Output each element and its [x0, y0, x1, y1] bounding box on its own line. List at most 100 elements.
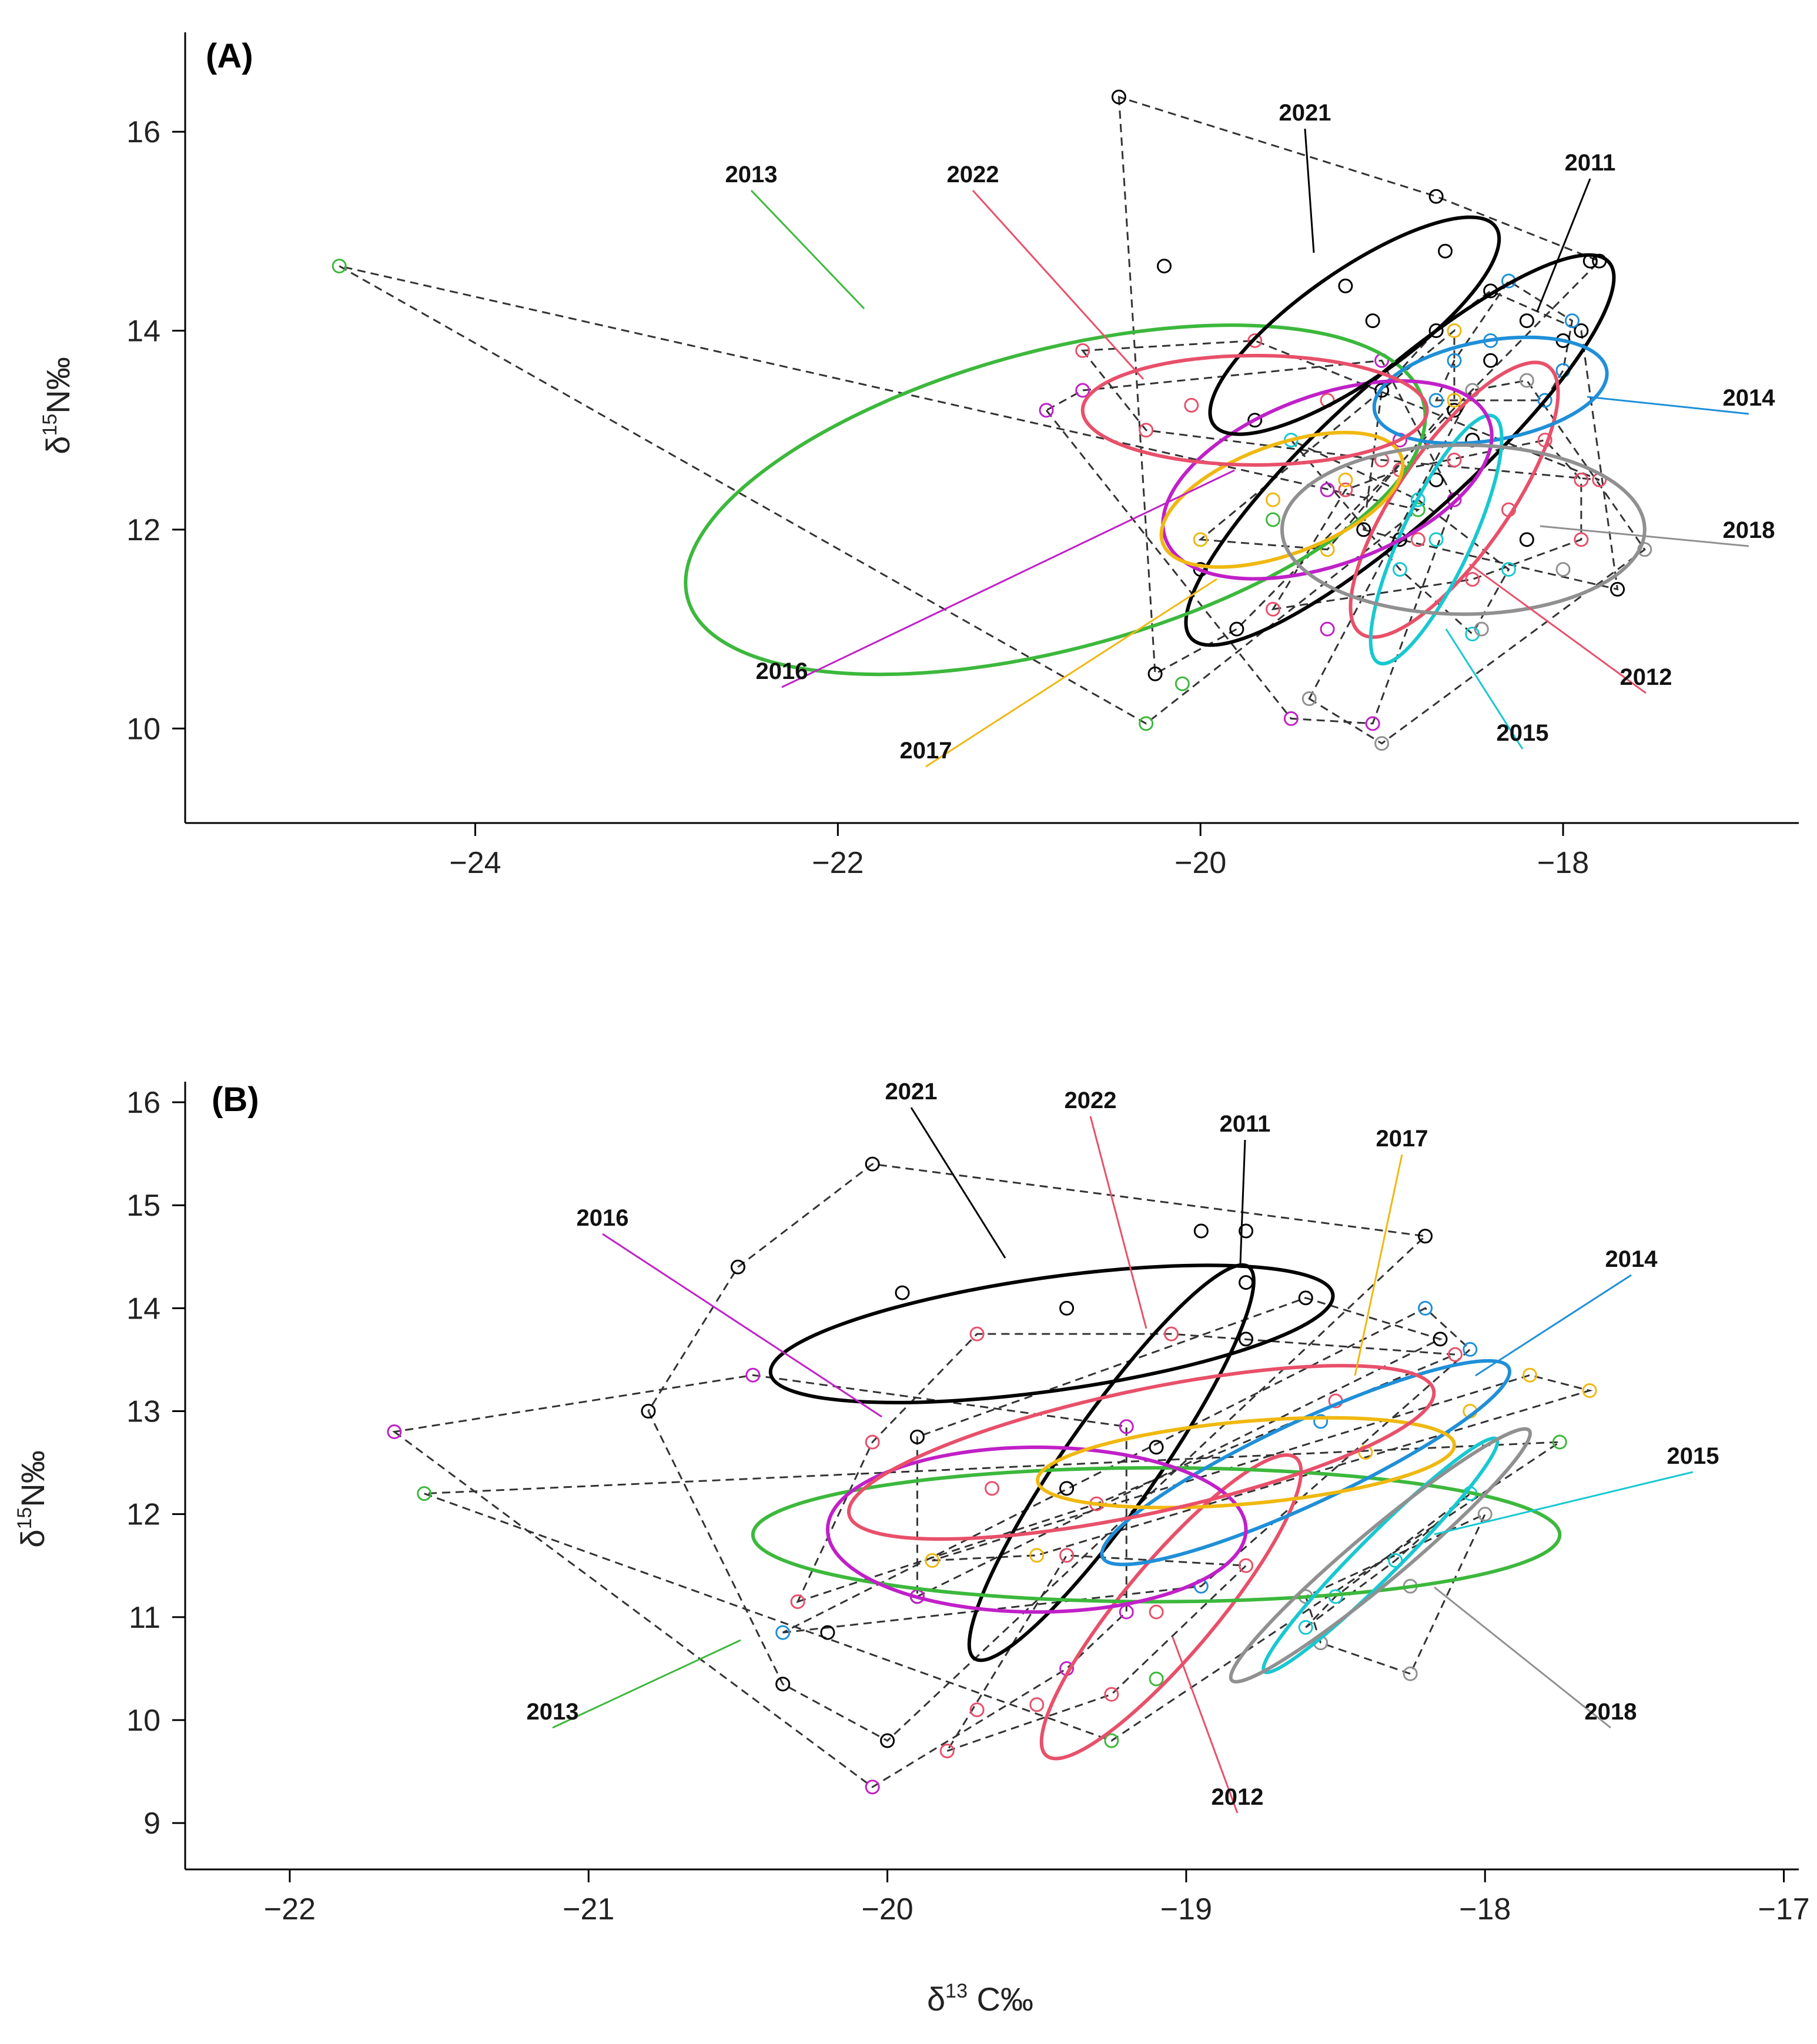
- x-tick-label: −20: [1174, 846, 1226, 880]
- ellipse-2021: [768, 1263, 1335, 1404]
- point-2012: [1239, 1558, 1254, 1573]
- hull-2011: [916, 1297, 1443, 1598]
- point-2011: [1356, 522, 1371, 537]
- hull-2018: [1304, 1512, 1487, 1675]
- point-2015: [1428, 532, 1444, 547]
- point-2017: [1266, 492, 1281, 507]
- ellipse-2012: [1348, 360, 1560, 639]
- point-2021: [820, 1625, 835, 1640]
- leader-line-2021: [1304, 128, 1315, 253]
- point-2021: [1365, 313, 1380, 329]
- hull-2013: [339, 265, 1420, 725]
- point-2011: [1239, 1332, 1254, 1347]
- y-tick-label: 16: [126, 1086, 160, 1120]
- year-label-2016: 2016: [577, 1205, 629, 1231]
- point-2017: [1447, 393, 1462, 408]
- point-2018: [1301, 691, 1317, 707]
- point-2015: [1298, 1620, 1313, 1635]
- leader-line-2013: [552, 1639, 741, 1729]
- x-axis-title: δ13 C‰: [927, 1980, 1033, 2018]
- point-2011: [1428, 323, 1444, 339]
- point-2011: [1447, 403, 1462, 418]
- leader-line-2016: [602, 1233, 882, 1418]
- point-2013: [1149, 1671, 1164, 1687]
- point-2021: [641, 1404, 656, 1419]
- point-2011: [1574, 323, 1589, 339]
- point-2017: [1029, 1548, 1045, 1563]
- year-label-2011: 2011: [1220, 1111, 1271, 1137]
- point-2021: [1111, 89, 1126, 105]
- point-2014: [775, 1625, 791, 1640]
- hull-2021: [647, 1163, 1427, 1742]
- point-2021: [895, 1285, 910, 1300]
- ellipse-2018: [1229, 1427, 1532, 1684]
- point-2012: [1447, 452, 1462, 467]
- point-2016: [1320, 482, 1335, 497]
- point-2021: [1418, 1229, 1433, 1244]
- point-2011: [1519, 313, 1534, 329]
- point-2021: [1193, 1223, 1209, 1239]
- point-2021: [1239, 1275, 1254, 1290]
- point-2012: [1338, 482, 1353, 497]
- leader-line-2014: [1475, 1274, 1632, 1377]
- ellipse-2022: [1080, 353, 1429, 467]
- ellipse-2022: [846, 1364, 1436, 1541]
- point-2022: [865, 1434, 880, 1450]
- point-2016: [1119, 1419, 1134, 1434]
- hull-2013: [424, 1441, 1563, 1742]
- point-2017: [1193, 532, 1208, 547]
- point-2022: [790, 1594, 805, 1610]
- leader-line-2018: [1540, 525, 1749, 547]
- x-tick-label: −24: [449, 846, 501, 880]
- x-tick-label: −22: [264, 1892, 316, 1926]
- point-2018: [1519, 373, 1534, 388]
- point-2021: [1157, 259, 1172, 274]
- point-2016: [1075, 383, 1090, 398]
- year-label-2021: 2021: [885, 1079, 938, 1105]
- y-tick-label: 10: [126, 712, 160, 746]
- x-tick-label: −19: [1160, 1892, 1212, 1926]
- point-2012: [969, 1702, 985, 1717]
- panel-a: −24 −22 −20 −18 10 12 14 16 (A) δ15N‰ 2013 2022 2021…: [39, 32, 1799, 880]
- point-2013: [1552, 1434, 1567, 1450]
- point-2021: [1229, 621, 1244, 637]
- point-2012: [1574, 472, 1589, 487]
- point-2012: [1149, 1604, 1164, 1620]
- point-2012: [1104, 1687, 1119, 1702]
- hull-2012: [1271, 439, 1582, 611]
- hull-2016: [1045, 359, 1455, 725]
- leader-line-2014: [1587, 396, 1749, 415]
- y-tick-label: 12: [126, 1498, 160, 1532]
- leader-line-2015: [1434, 1471, 1694, 1535]
- x-tick-label: −18: [1459, 1892, 1511, 1926]
- point-2022: [1447, 1347, 1463, 1362]
- leader-line-2015: [1445, 628, 1524, 750]
- leader-line-2011: [1239, 1139, 1246, 1264]
- point-2014: [1428, 393, 1444, 408]
- hull-2022: [1080, 339, 1600, 481]
- point-2013: [1104, 1733, 1119, 1748]
- point-2021: [1428, 189, 1444, 204]
- year-label-2022: 2022: [947, 162, 999, 188]
- point-2021: [1247, 413, 1263, 428]
- ellipse-2018: [1280, 443, 1647, 616]
- point-2018: [1474, 621, 1489, 637]
- panel-b: −22 −21 −20 −19 −18 −17 9 10 11 12 13 14 15 16 (B) δ15N…: [14, 1079, 1810, 2018]
- point-2011: [1149, 1440, 1164, 1455]
- point-2016: [1283, 711, 1299, 726]
- point-2016: [1039, 403, 1054, 418]
- point-2022: [1164, 1326, 1179, 1342]
- point-2021: [1239, 1223, 1254, 1239]
- point-2018: [1477, 1507, 1493, 1522]
- point-2017: [925, 1553, 940, 1568]
- y-tick-label: 16: [126, 115, 160, 149]
- leader-line-2011: [1536, 178, 1591, 312]
- point-2014: [1463, 1342, 1478, 1357]
- y-tick-label: 9: [143, 1807, 160, 1841]
- ellipse-2014: [1100, 1359, 1512, 1567]
- point-2021: [730, 1259, 745, 1274]
- point-2015: [1388, 1553, 1403, 1568]
- leader-line-2016: [781, 469, 1235, 688]
- x-tick-label: −22: [812, 846, 864, 880]
